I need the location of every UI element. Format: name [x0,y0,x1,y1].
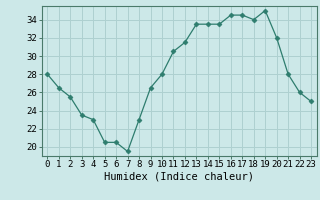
X-axis label: Humidex (Indice chaleur): Humidex (Indice chaleur) [104,172,254,182]
